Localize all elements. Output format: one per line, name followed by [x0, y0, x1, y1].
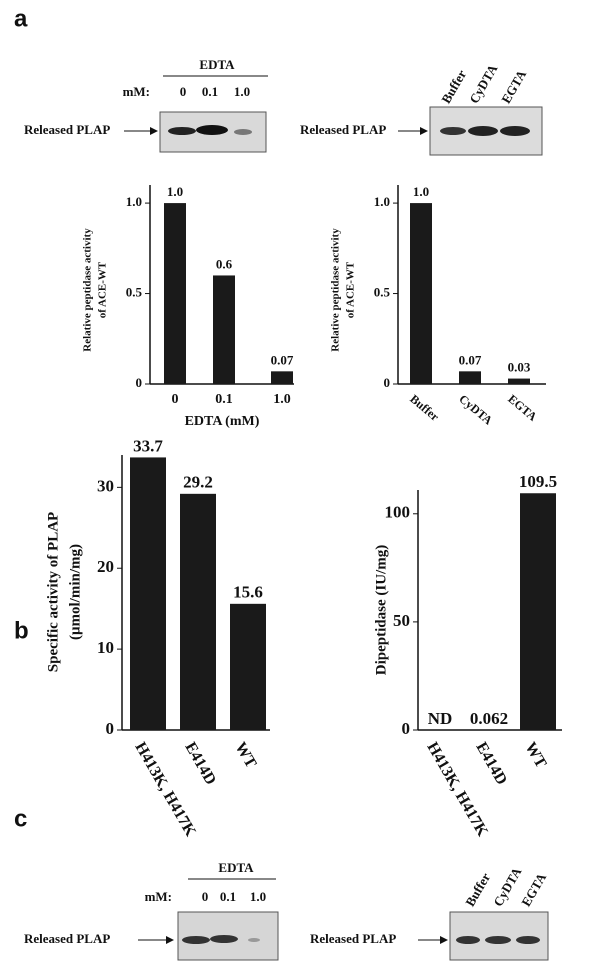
blot-label: Released PLAP: [24, 931, 110, 946]
value-label: 1.0: [413, 184, 429, 199]
bar: [520, 493, 556, 730]
blot: [159, 111, 267, 153]
bar: [164, 203, 186, 384]
bar: [180, 493, 216, 730]
x-tick-label: CyDTA: [456, 392, 495, 428]
blot-unit: mM:: [145, 889, 172, 904]
lane-label: EGTA: [518, 870, 549, 909]
lane-label: 1.0: [250, 889, 266, 904]
blot: [177, 911, 279, 961]
value-label: 29.2: [183, 473, 213, 492]
panel-label: b: [14, 617, 29, 644]
arrow-head: [440, 936, 448, 944]
bar: [213, 275, 235, 384]
bar: [271, 371, 293, 384]
lane-label: 0.1: [220, 889, 236, 904]
x-tick-label: E414D: [472, 739, 510, 788]
lane-label: 0: [202, 889, 209, 904]
bar: [230, 603, 266, 730]
value-label: 0.07: [459, 352, 482, 367]
y-tick-label: 10: [97, 638, 114, 657]
x-tick-label: Buffer: [407, 392, 442, 425]
blot-unit: mM:: [123, 84, 150, 99]
y-axis-label: Specific activity of PLAP: [45, 512, 61, 672]
y-axis-label: Relative peptidase activity: [82, 228, 94, 352]
y-tick-label: 0.5: [374, 285, 391, 300]
blot: [449, 911, 549, 961]
x-tick-label: WT: [521, 739, 549, 771]
value-label: 15.6: [233, 583, 263, 602]
y-axis-label: of ACE-WT: [345, 261, 357, 318]
y-tick-label: 0: [402, 719, 411, 738]
blot-title: EDTA: [218, 860, 254, 875]
value-label: ND: [428, 709, 453, 728]
x-tick-label: 1.0: [273, 392, 291, 407]
y-tick-label: 20: [97, 557, 114, 576]
lane-label: 1.0: [234, 84, 250, 99]
lane-label: 0.1: [202, 84, 218, 99]
value-label: 0.6: [216, 256, 233, 271]
lane-label: 0: [180, 84, 187, 99]
bar: [459, 371, 481, 384]
lane-label: EGTA: [498, 67, 529, 106]
y-tick-label: 0: [106, 719, 115, 738]
y-tick-label: 0: [136, 375, 143, 390]
panel-label: a: [14, 5, 28, 32]
value-label: 33.7: [133, 436, 163, 455]
y-tick-label: 1.0: [126, 194, 142, 209]
y-tick-label: 0.5: [126, 285, 143, 300]
arrow-head: [150, 127, 158, 135]
value-label: 0.07: [271, 352, 294, 367]
bar: [508, 378, 530, 384]
lane-label: Buffer: [438, 67, 469, 106]
x-tick-label: WT: [231, 739, 259, 771]
x-tick-label: E414D: [181, 739, 219, 788]
lane-label: CyDTA: [466, 61, 500, 106]
blot: [429, 106, 543, 156]
value-label: 0.062: [470, 709, 508, 728]
blot-label: Released PLAP: [300, 122, 386, 137]
y-tick-label: 30: [97, 476, 114, 495]
y-axis-label: of ACE-WT: [97, 261, 109, 318]
y-tick-label: 1.0: [374, 194, 390, 209]
blot-label: Released PLAP: [24, 122, 110, 137]
arrow-head: [166, 936, 174, 944]
x-tick-label: EGTA: [505, 392, 540, 424]
blot-title: EDTA: [199, 57, 235, 72]
x-tick-label: 0.1: [215, 392, 233, 407]
value-label: 1.0: [167, 184, 183, 199]
bar: [130, 457, 166, 730]
y-tick-label: 0: [384, 375, 391, 390]
y-axis-label: Dipeptidase (IU/mg): [373, 545, 389, 675]
value-label: 0.03: [508, 360, 531, 375]
lane-label: Buffer: [462, 870, 493, 909]
panel-label: c: [14, 805, 27, 832]
x-tick-label: 0: [172, 392, 179, 407]
y-tick-label: 50: [393, 611, 410, 630]
value-label: 109.5: [519, 472, 557, 491]
arrow-head: [420, 127, 428, 135]
y-axis-label: Relative peptidase activity: [330, 228, 342, 352]
x-axis-label: EDTA (mM): [185, 414, 260, 429]
bar: [410, 203, 432, 384]
blot-label: Released PLAP: [310, 931, 396, 946]
y-axis-label: (μmol/min/mg): [67, 544, 83, 640]
y-tick-label: 100: [385, 503, 411, 522]
